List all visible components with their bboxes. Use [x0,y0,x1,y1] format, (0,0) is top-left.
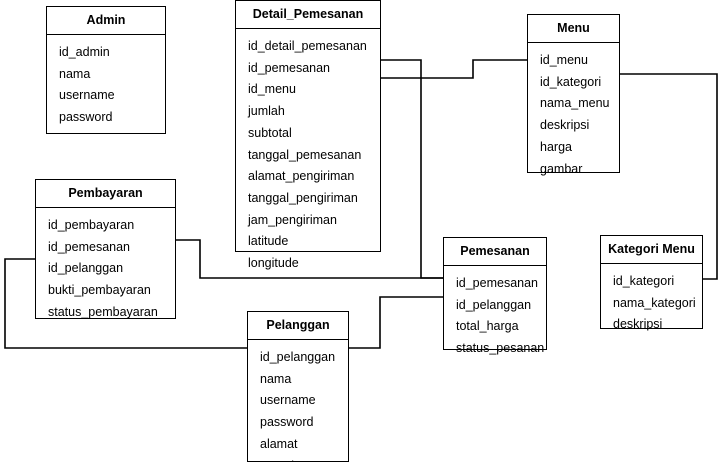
entity-title-pelanggan: Pelanggan [248,312,348,340]
field-row: harga [540,139,572,154]
entity-title-detail-pemesanan: Detail_Pemesanan [236,1,380,29]
field-row: username [260,393,316,408]
entity-title-pemesanan: Pemesanan [444,238,546,266]
entity-fields-pelanggan: id_pelanggan nama username password alam… [248,340,348,462]
field-row: nama_menu [540,96,610,111]
entity-fields-admin: id_admin nama username password [47,35,165,136]
field-row: id_pemesanan [48,239,131,254]
entity-title-pembayaran: Pembayaran [36,180,175,208]
field-row: nama [59,66,91,81]
field-row: no_telepon [248,455,348,462]
line-detail-menu [380,59,528,79]
field-row: status_pesanan [456,341,545,356]
field-row: deskripsi [540,118,590,133]
entity-detail-pemesanan[interactable]: Detail_Pemesanan id_detail_pemesanan id_… [235,0,381,269]
field-row: password [260,415,314,430]
line-detail-pemesanan [380,59,444,279]
field-row: id_pemesanan [456,276,539,291]
entity-fields-detail-pemesanan: id_detail_pemesanan id_pemesanan id_menu… [236,29,380,282]
field-row: bukti_pembayaran [48,283,151,298]
field-row: alamat_pengiriman [248,169,355,184]
field-row: latitude [248,234,289,249]
field-row: tanggal_pemesanan [248,147,362,162]
field-row: id_admin [59,45,110,60]
field-row: id_pelanggan [260,350,336,365]
field-row: gambar [540,161,583,176]
entity-fields-pemesanan: id_pemesanan id_pelanggan total_harga st… [444,266,546,367]
entity-pelanggan[interactable]: Pelanggan id_pelanggan nama username pas… [247,311,349,462]
entity-title-kategori-menu: Kategori Menu [601,236,702,264]
field-row: tanggal_pengiriman [248,190,358,205]
field-row: id_pelanggan [48,261,124,276]
field-row: id_pembayaran [48,218,135,233]
entity-kategori-menu[interactable]: Kategori Menu id_kategori nama_kategori … [600,235,703,331]
field-row: id_menu [540,53,588,68]
field-row: subtotal [248,125,292,140]
field-row: id_menu [248,82,296,97]
field-row: alamat [260,436,298,451]
entity-fields-pembayaran: id_pembayaran id_pemesanan id_pelanggan … [36,208,175,330]
entity-fields-menu: id_menu id_kategori nama_menu deskripsi … [528,43,619,187]
entity-admin[interactable]: Admin id_admin nama username password [46,6,166,134]
field-row: nama [260,371,292,386]
entity-title-menu: Menu [528,15,619,43]
field-row: nama_kategori [613,295,696,310]
field-row: id_detail_pemesanan [248,39,367,54]
field-row: id_pelanggan [456,297,532,312]
entity-pembayaran[interactable]: Pembayaran id_pembayaran id_pemesanan id… [35,179,176,319]
field-row: id_pemesanan [248,60,331,75]
field-row: deskripsi [613,317,663,332]
field-row: password [59,110,113,125]
line-pelanggan-pemesanan [348,296,444,349]
entity-title-admin: Admin [47,7,165,35]
field-row: jam_pengiriman [248,212,337,227]
field-row: id_kategori [613,274,675,289]
field-row: total_harga [456,319,519,334]
field-row: id_kategori [540,74,602,89]
field-row: longitude [248,255,299,270]
entity-pemesanan[interactable]: Pemesanan id_pemesanan id_pelanggan tota… [443,237,547,354]
field-row: jumlah [248,104,285,119]
entity-fields-kategori-menu: id_kategori nama_kategori deskripsi [601,264,702,343]
entity-menu[interactable]: Menu id_menu id_kategori nama_menu deskr… [527,14,620,175]
field-row: status_pembayaran [48,304,158,319]
field-row: username [59,88,115,103]
